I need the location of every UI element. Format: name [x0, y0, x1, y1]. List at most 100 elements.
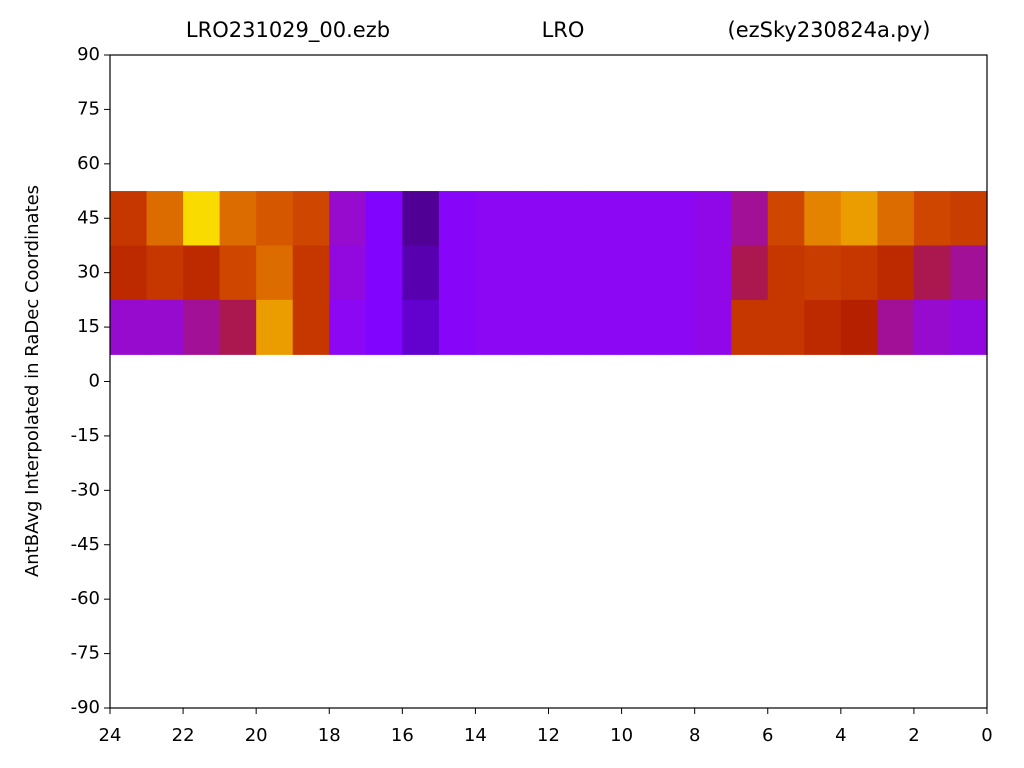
y-axis-label: AntBAvg Interpolated in RaDec Coordinate…: [22, 185, 43, 577]
heat-cell: [329, 299, 367, 355]
y-tick-label: -60: [71, 588, 100, 609]
heat-cell: [804, 245, 842, 301]
heat-cell: [438, 299, 477, 355]
heat-cell: [658, 299, 696, 355]
heat-cell: [621, 299, 659, 355]
heat-cell: [292, 191, 330, 247]
heat-cell: [183, 245, 221, 301]
heat-cell: [365, 299, 403, 355]
y-tick-label: -75: [71, 643, 100, 664]
x-tick-label: 16: [391, 725, 414, 746]
heat-cell: [329, 191, 367, 247]
x-tick-label: 12: [537, 725, 560, 746]
heat-cell: [475, 245, 513, 301]
x-tick-label: 24: [99, 725, 122, 746]
heat-cell: [365, 245, 403, 301]
title-file: LRO231029_00.ezb: [186, 18, 390, 43]
x-tick-label: 0: [981, 725, 992, 746]
heat-cell: [219, 245, 257, 301]
heat-cell: [694, 245, 732, 301]
heat-cell: [840, 299, 878, 355]
heat-cell: [950, 299, 988, 355]
heat-cell: [950, 245, 988, 301]
x-tick-label: 20: [245, 725, 268, 746]
heat-cell: [694, 299, 732, 355]
heat-cell: [804, 191, 842, 247]
heat-cell: [146, 191, 184, 247]
heat-cell: [731, 245, 769, 301]
x-tick-label: 8: [689, 725, 700, 746]
heat-cell: [475, 191, 513, 247]
heat-cell: [767, 299, 805, 355]
y-tick-label: 0: [89, 371, 100, 392]
x-tick-label: 10: [610, 725, 633, 746]
x-tick-label: 14: [464, 725, 487, 746]
heat-cell: [913, 191, 952, 247]
heat-cell: [621, 191, 659, 247]
heat-cell: [256, 191, 294, 247]
heat-cell: [658, 191, 696, 247]
heat-cell: [438, 245, 477, 301]
y-tick-label: 15: [77, 316, 100, 337]
heat-cell: [585, 191, 623, 247]
heat-cell: [329, 245, 367, 301]
heat-cell: [621, 245, 659, 301]
x-tick-label: 4: [835, 725, 846, 746]
heat-cell: [950, 191, 988, 247]
y-tick-label: -30: [71, 479, 100, 500]
heat-cell: [475, 299, 513, 355]
heat-cell: [548, 299, 586, 355]
title-program: (ezSky230824a.py): [728, 18, 931, 42]
heat-cell: [585, 245, 623, 301]
heat-cell: [767, 245, 805, 301]
y-tick-label: 60: [77, 153, 100, 174]
y-tick-label: 75: [77, 98, 100, 119]
heat-cell: [402, 191, 440, 247]
y-tick-label: 30: [77, 262, 100, 283]
heat-cell: [877, 299, 915, 355]
heat-cell: [511, 191, 550, 247]
x-tick-label: 18: [318, 725, 341, 746]
heat-cell: [292, 245, 330, 301]
x-tick-label: 2: [908, 725, 919, 746]
heat-cell: [183, 299, 221, 355]
title-site: LRO: [542, 18, 585, 42]
heat-cell: [438, 191, 477, 247]
heat-cell: [110, 191, 148, 247]
heat-cell: [731, 191, 769, 247]
heat-cell: [110, 299, 148, 355]
heat-cell: [731, 299, 769, 355]
heat-cell: [511, 245, 550, 301]
heat-cell: [402, 299, 440, 355]
heat-cell: [877, 245, 915, 301]
x-tick-label: 22: [172, 725, 195, 746]
heat-cell: [877, 191, 915, 247]
y-tick-label: -15: [71, 425, 100, 446]
heat-cell: [402, 245, 440, 301]
heat-cell: [146, 299, 184, 355]
heat-cell: [219, 299, 257, 355]
heat-cell: [256, 299, 294, 355]
heat-cell: [548, 191, 586, 247]
y-tick-label: -45: [71, 534, 100, 555]
heat-cell: [292, 299, 330, 355]
heat-cell: [219, 191, 257, 247]
heat-cell: [767, 191, 805, 247]
heat-cell: [548, 245, 586, 301]
x-tick-label: 6: [762, 725, 773, 746]
heat-cell: [183, 191, 221, 247]
heat-cell: [804, 299, 842, 355]
heat-cell: [840, 245, 878, 301]
heat-cell: [694, 191, 732, 247]
heat-cell: [913, 245, 952, 301]
plot-frame: [109, 54, 988, 709]
y-tick-label: 45: [77, 207, 100, 228]
heat-cell: [511, 299, 550, 355]
y-tick-label: -90: [71, 697, 100, 718]
heat-cell: [110, 245, 148, 301]
heat-cell: [585, 299, 623, 355]
heat-cell: [658, 245, 696, 301]
heat-cell: [365, 191, 403, 247]
heat-cell: [913, 299, 952, 355]
